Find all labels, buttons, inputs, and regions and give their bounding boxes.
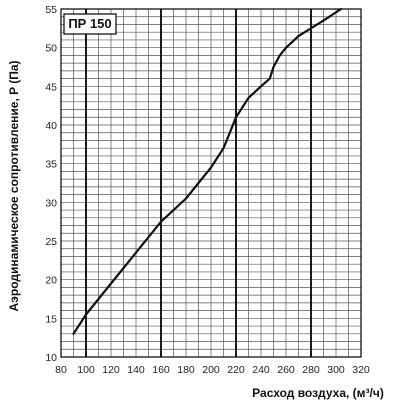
- y-tick-label: 10: [45, 352, 57, 364]
- x-axis-title: Расход воздуха, (м³/ч): [252, 386, 384, 400]
- x-tick-label: 220: [227, 364, 245, 376]
- x-tick-label: 320: [352, 364, 370, 376]
- y-tick-label: 25: [45, 236, 57, 248]
- x-tick-label: 260: [277, 364, 295, 376]
- y-tick-label: 50: [45, 43, 57, 55]
- plot-frame: [60, 8, 362, 358]
- y-tick-label: 35: [45, 159, 57, 171]
- x-tick-label: 160: [152, 364, 170, 376]
- series-line: [72, 7, 343, 335]
- chart-title-box: [63, 13, 117, 35]
- x-tick-label: 80: [55, 364, 67, 376]
- tick-labels: 80 100 120 140 160 180 200 220 240 260 280 300 320 10…: [45, 4, 370, 376]
- x-tick-label: 100: [77, 364, 95, 376]
- series-lines: [72, 7, 343, 335]
- y-tick-label: 45: [45, 81, 57, 93]
- y-tick-label: 15: [45, 313, 57, 325]
- y-tick-label: 20: [45, 275, 57, 287]
- chart-title: ПР 150: [68, 16, 111, 31]
- y-axis-title: Аэродинамическое сопротивление, P (Па): [7, 60, 21, 311]
- y-tick-label: 55: [45, 4, 57, 16]
- x-tick-label: 180: [177, 364, 195, 376]
- y-tick-label: 30: [45, 197, 57, 209]
- y-tick-label: 40: [45, 120, 57, 132]
- x-tick-label: 280: [302, 364, 320, 376]
- grid: [60, 8, 362, 358]
- x-tick-label: 300: [327, 364, 345, 376]
- x-tick-label: 240: [252, 364, 270, 376]
- x-tick-label: 200: [202, 364, 220, 376]
- x-tick-label: 140: [127, 364, 145, 376]
- x-tick-label: 120: [102, 364, 120, 376]
